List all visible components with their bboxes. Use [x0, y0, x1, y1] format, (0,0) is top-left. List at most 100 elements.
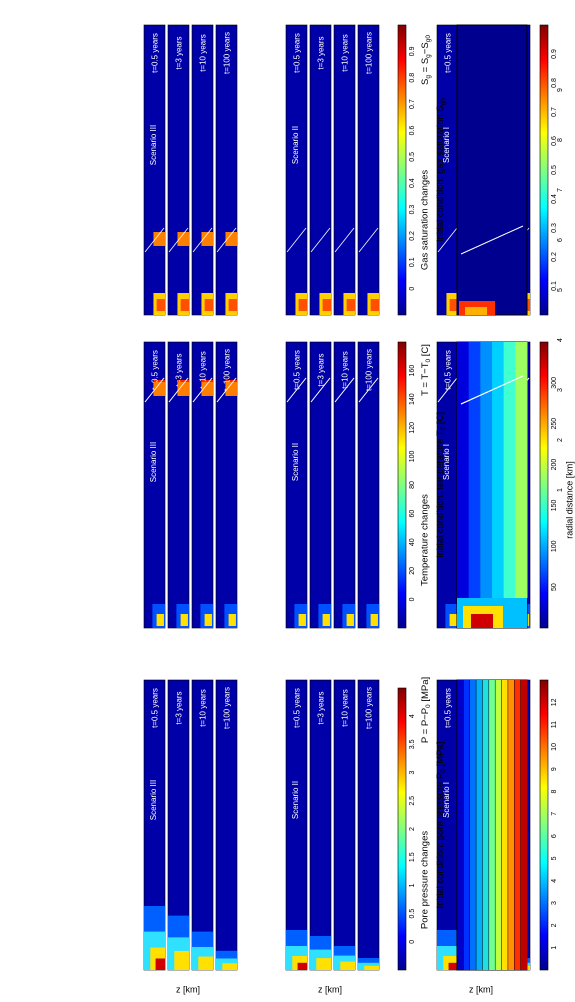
- fault-line: [144, 377, 165, 403]
- colorbar-pressure-change-tick: 0: [409, 940, 416, 944]
- z-axis-label: z [km]: [176, 984, 200, 994]
- time-label: t=3 years: [175, 36, 184, 69]
- pressure-plume-core: [316, 958, 331, 970]
- heading-pressure-change: Pore pressure changes: [420, 831, 431, 929]
- z-axis-label: z [km]: [469, 984, 493, 994]
- colorbar-gas-change-tick: 0.3: [409, 205, 416, 215]
- gas-plume-core: [322, 299, 331, 311]
- fault-gas: [225, 382, 237, 396]
- x-axis-label: radial distance [km]: [564, 461, 574, 539]
- fault-line: [310, 377, 331, 403]
- fault-line: [168, 227, 189, 253]
- snapshot-panel: t=0.5 years: [285, 24, 308, 403]
- colorbar-initial-pressure-tick: 12: [551, 698, 558, 706]
- colorbar-initial-gas-tick: 0.5: [551, 165, 558, 175]
- colorbar-initial-temperature-tick: 100: [551, 540, 558, 552]
- fault-line: [358, 377, 379, 403]
- x-tick: 7: [557, 188, 564, 192]
- fault-gas: [153, 232, 165, 246]
- pressure-plume-peak: [155, 958, 165, 970]
- z-axis-label: z [km]: [318, 984, 342, 994]
- colorbar-initial-gas: 0.1 0.2 0.3 0.4 0.5 0.6 0.7 0.8 0.9: [539, 24, 558, 316]
- pressure-plume-core: [198, 956, 213, 970]
- colorbar-initial-pressure-tick: 9: [551, 767, 558, 771]
- colorbar-temperature-change: 0 20 40 60 80 100 120 140 160: [397, 341, 416, 629]
- pressure-layer: [469, 680, 477, 970]
- scenario-block: t=0.5 years t=3 years t=10 years t=100 year…: [143, 24, 238, 403]
- colorbar-initial-pressure-tick: 7: [551, 812, 558, 816]
- colorbar-initial-pressure-tick: 4: [551, 879, 558, 883]
- time-label: t=100 years: [223, 349, 232, 391]
- colorbar-initial-gas-tick: 0.3: [551, 223, 558, 233]
- colorbar-temperature-change-tick: 60: [409, 510, 416, 518]
- colorbar-initial-temperature: 50 100 150 200 250 300: [539, 341, 558, 629]
- colorbar-temperature-change-tick: 100: [409, 450, 416, 462]
- pressure-layer: [463, 680, 471, 970]
- fault-line: [216, 377, 237, 403]
- label-pressure-change: P = P−P0 [MPa]: [420, 677, 433, 743]
- colorbar-pressure-change-tick: 4: [409, 714, 416, 718]
- snapshot-panel: t=0.5 years: [285, 227, 308, 629]
- colorbar-initial-gas-tick: 0.8: [551, 78, 558, 88]
- colorbar-temperature-change-tick: 40: [409, 538, 416, 546]
- time-label: t=10 years: [341, 351, 350, 389]
- snapshot-panel: t=3 years: [309, 227, 332, 971]
- scenario-label: Scenario II: [291, 126, 300, 164]
- colorbar-pressure-change-tick: 3: [409, 771, 416, 775]
- fault-gas: [177, 382, 189, 396]
- gas-plume-core: [346, 299, 355, 311]
- time-label: t=100 years: [365, 687, 374, 729]
- title-initial-pressure: Initial condition: pore pressure P0 [MPa…: [435, 742, 448, 909]
- x-tick: 9: [557, 88, 564, 92]
- scenario-label: Scenario I: [442, 782, 451, 818]
- fault-gas: [201, 382, 213, 396]
- colorbar-pressure-change-bar: [397, 687, 407, 971]
- time-label: t=0.5 years: [151, 688, 160, 728]
- temperature-layer: [515, 342, 528, 598]
- x-tick: 8: [557, 138, 564, 142]
- scenario-label: Scenario III: [149, 780, 158, 820]
- colorbar-initial-temperature-tick: 250: [551, 418, 558, 430]
- colorbar-pressure-change-tick: 2: [409, 827, 416, 831]
- colorbar-gas-change-tick: 0.1: [409, 257, 416, 267]
- colorbar-initial-temperature-tick: 50: [551, 583, 558, 591]
- temperature-layer: [492, 342, 505, 598]
- time-label: t=0.5 years: [444, 350, 453, 390]
- colorbar-pressure-change: 0 0.5 1 1.5 2 2.5 3 3.5 4: [397, 687, 416, 971]
- x-tick: 2: [557, 438, 564, 442]
- x-tick: 5: [557, 288, 564, 292]
- time-label: t=0.5 years: [151, 33, 160, 73]
- scenario-label: Scenario III: [149, 125, 158, 165]
- colorbar-temperature-change-tick: 80: [409, 481, 416, 489]
- time-label: t=3 years: [175, 353, 184, 386]
- x-tick: 6: [557, 238, 564, 242]
- snapshot-panel: t=10 years: [333, 227, 356, 971]
- scenario-label: Scenario II: [291, 781, 300, 819]
- x-tick: 3: [557, 388, 564, 392]
- gas-plume-core: [204, 299, 213, 311]
- fault-line: [334, 377, 355, 403]
- title-initial-gas: Initial condition: gas saturation Sg0: [435, 98, 448, 242]
- colorbar-initial-gas-tick: 0.9: [551, 49, 558, 59]
- temperature-layer: [480, 342, 493, 598]
- colorbar-initial-pressure-bar: [539, 679, 549, 971]
- colorbar-initial-pressure-tick: 6: [551, 834, 558, 838]
- colorbar-pressure-change-tick: 2.5: [409, 796, 416, 806]
- colorbar-gas-change-bar: [397, 24, 407, 316]
- temperature-layer: [457, 342, 470, 598]
- label-temperature-change: T = T−T0 [C]: [420, 344, 433, 396]
- time-label: t=0.5 years: [444, 33, 453, 73]
- scenario-block: t=0.5 years t=3 years t=10 years t=100 year…: [285, 227, 380, 971]
- colorbar-temperature-change-tick: 20: [409, 567, 416, 575]
- colorbar-gas-change-tick: 0.5: [409, 152, 416, 162]
- heading-temperature-change: Temperature changes: [420, 494, 431, 586]
- fault-gas: [177, 232, 189, 246]
- snapshot-panel: t=10 years: [191, 24, 214, 403]
- fault-line: [460, 375, 524, 405]
- initial-gas-bg: [456, 24, 528, 316]
- temperature-layer: [503, 342, 516, 598]
- colorbar-gas-change-tick: 0.6: [409, 125, 416, 135]
- pressure-plume-peak: [448, 962, 458, 970]
- time-label: t=100 years: [365, 32, 374, 74]
- pressure-layer: [507, 680, 515, 970]
